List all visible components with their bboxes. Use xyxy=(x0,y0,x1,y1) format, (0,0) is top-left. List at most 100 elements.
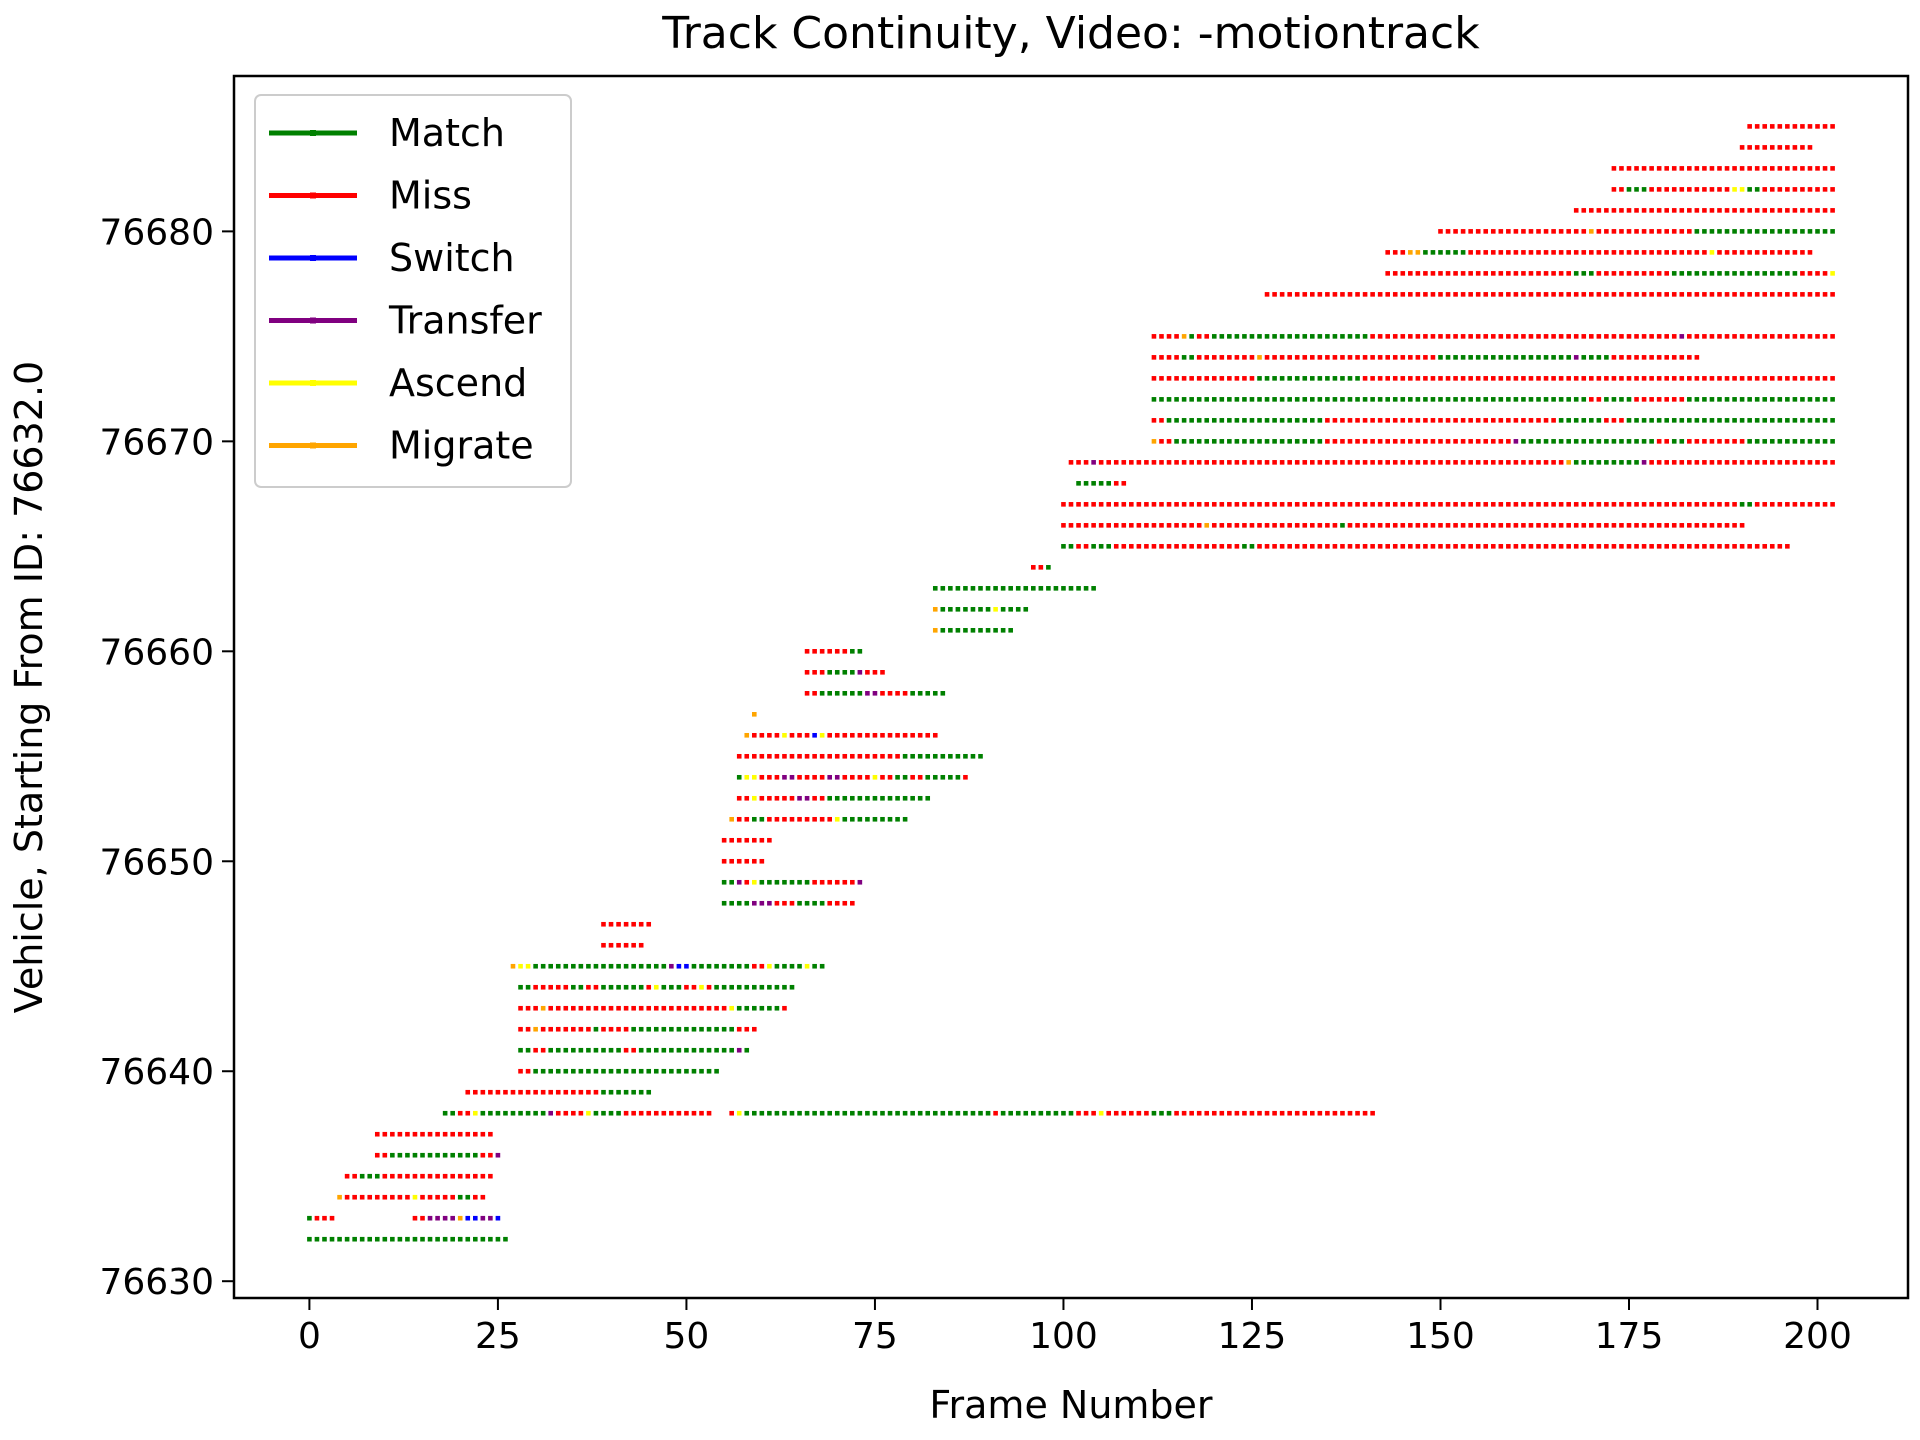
track-point-miss xyxy=(442,1131,448,1137)
track-point-miss xyxy=(759,753,765,759)
track-point-miss xyxy=(827,753,832,759)
track-point-match xyxy=(601,1110,606,1116)
track-point-miss xyxy=(1687,544,1692,549)
track-point-miss xyxy=(1656,523,1662,528)
track-point-miss xyxy=(1355,292,1360,297)
track-point-match xyxy=(850,670,855,675)
track-point-miss xyxy=(1732,460,1737,465)
track-point-miss xyxy=(1792,460,1798,465)
track-point-miss xyxy=(1460,229,1466,234)
track-point-match xyxy=(1521,355,1526,360)
track-point-miss xyxy=(1626,250,1632,255)
track-point-miss xyxy=(1294,502,1300,507)
track-point-miss xyxy=(1377,418,1383,423)
track-point-miss xyxy=(1392,376,1398,381)
track-point-miss xyxy=(1649,376,1654,381)
vehicle-track-76673 xyxy=(1151,376,1835,381)
track-point-match xyxy=(1634,418,1639,423)
track-point-miss xyxy=(1249,376,1255,381)
vehicle-track-76636 xyxy=(374,1152,501,1158)
track-point-miss xyxy=(1415,460,1421,465)
track-point-miss xyxy=(1573,523,1579,528)
track-point-miss xyxy=(714,1005,719,1011)
track-point-miss xyxy=(1785,145,1790,150)
track-point-miss xyxy=(1310,1110,1315,1116)
track-point-match xyxy=(1687,271,1692,276)
track-point-miss xyxy=(1415,334,1421,339)
track-point-miss xyxy=(1815,166,1820,171)
track-point-miss xyxy=(1747,124,1752,129)
track-point-miss xyxy=(405,1173,410,1179)
track-point-match xyxy=(1453,250,1458,255)
track-point-miss xyxy=(1136,544,1142,549)
track-point-match xyxy=(563,1068,569,1074)
track-point-transfer xyxy=(857,670,863,675)
track-point-migrate xyxy=(752,712,757,717)
track-point-miss xyxy=(1777,208,1783,213)
track-point-miss xyxy=(1724,250,1730,255)
track-point-match xyxy=(940,691,946,696)
track-point-match xyxy=(1355,376,1360,381)
track-point-miss xyxy=(1445,229,1451,234)
track-point-miss xyxy=(420,1215,425,1221)
legend-label: Migrate xyxy=(389,424,534,468)
legend-marker xyxy=(310,442,316,449)
track-point-miss xyxy=(1498,376,1504,381)
track-point-match xyxy=(638,1089,644,1095)
track-point-match xyxy=(1287,334,1292,339)
track-point-miss xyxy=(1694,544,1700,549)
track-point-miss xyxy=(827,879,832,885)
track-point-miss xyxy=(804,816,810,822)
track-point-miss xyxy=(1581,292,1587,297)
track-point-miss xyxy=(578,1110,584,1116)
track-point-miss xyxy=(1385,271,1390,276)
track-point-match xyxy=(1528,439,1534,444)
track-point-miss xyxy=(782,816,787,822)
track-point-migrate xyxy=(1204,523,1210,528)
track-point-match xyxy=(1762,418,1768,423)
track-point-miss xyxy=(1694,376,1700,381)
track-point-transfer xyxy=(1091,460,1096,465)
track-point-match xyxy=(616,1047,621,1053)
track-point-miss xyxy=(1347,544,1353,549)
track-point-miss xyxy=(819,649,825,654)
track-point-miss xyxy=(1453,334,1458,339)
track-point-miss xyxy=(1822,166,1828,171)
track-point-miss xyxy=(1211,544,1217,549)
track-point-match xyxy=(970,753,976,759)
track-point-miss xyxy=(812,649,817,654)
track-point-match xyxy=(1166,397,1172,402)
track-point-match xyxy=(925,691,931,696)
track-point-miss xyxy=(1739,166,1745,171)
track-point-match xyxy=(1438,397,1443,402)
track-point-miss xyxy=(1257,523,1262,528)
track-point-miss xyxy=(1589,334,1594,339)
track-point-miss xyxy=(1679,376,1685,381)
vehicle-track-76653 xyxy=(736,795,931,801)
x-axis-title: Frame Number xyxy=(929,1383,1213,1427)
track-point-miss xyxy=(1166,355,1172,360)
track-point-match xyxy=(367,1173,373,1179)
track-point-miss xyxy=(1468,229,1473,234)
track-point-miss xyxy=(902,691,908,696)
track-point-match xyxy=(1068,1110,1074,1116)
track-point-match xyxy=(774,984,780,990)
track-point-miss xyxy=(1536,502,1541,507)
track-point-miss xyxy=(1325,523,1330,528)
track-point-match xyxy=(684,1047,689,1053)
track-point-miss xyxy=(1769,334,1775,339)
track-point-miss xyxy=(1068,502,1074,507)
track-point-miss xyxy=(1641,544,1647,549)
track-point-miss xyxy=(1453,418,1458,423)
track-point-miss xyxy=(1370,355,1375,360)
track-point-match xyxy=(1430,250,1436,255)
track-point-match xyxy=(850,649,855,654)
track-point-match xyxy=(563,1047,569,1053)
track-point-migrate xyxy=(932,607,938,612)
track-point-match xyxy=(1287,376,1292,381)
track-point-match xyxy=(1724,418,1730,423)
vehicle-track-76641 xyxy=(518,1047,750,1053)
track-point-miss xyxy=(706,1005,712,1011)
track-point-miss xyxy=(1506,229,1511,234)
track-point-miss xyxy=(1453,460,1458,465)
